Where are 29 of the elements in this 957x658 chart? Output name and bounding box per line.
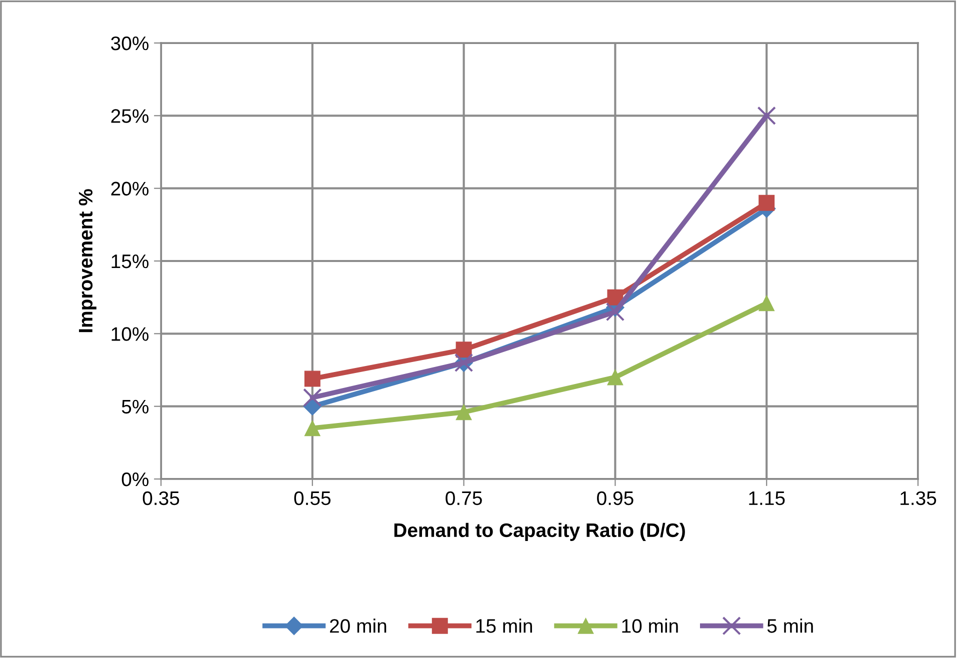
legend-label: 5 min: [767, 618, 813, 633]
point: [758, 194, 775, 211]
x-tick-label: 0.95: [597, 491, 634, 506]
y-tick-label: 30%: [111, 36, 149, 50]
point: [456, 342, 472, 358]
legend-label: 10 min: [622, 618, 678, 633]
y-tick-label: 20%: [111, 182, 149, 196]
point: [303, 388, 322, 407]
y-axis-title: Improvement %: [78, 189, 96, 332]
x-axis-title: Demand to Capacity Ratio (D/C): [394, 522, 685, 541]
point: [304, 420, 320, 436]
point: [606, 302, 625, 322]
legend-label: 15 min: [476, 618, 532, 633]
x-tick-label: 1.35: [900, 491, 936, 506]
y-tick-label: 10%: [112, 327, 149, 341]
y-tick-label: 15%: [112, 254, 149, 268]
x-tick-label: 1.15: [749, 492, 785, 506]
x-tick-label: 0.55: [294, 491, 331, 506]
point: [607, 369, 624, 386]
x-tick-label: 0.75: [446, 491, 482, 506]
point: [757, 106, 776, 126]
point: [304, 370, 320, 387]
x-tick-label: 0.35: [142, 491, 180, 506]
y-tick-label: 0%: [122, 472, 149, 486]
point: [758, 295, 775, 312]
y-tick-label: 25%: [111, 109, 149, 123]
point: [456, 404, 472, 420]
y-tick-label: 5%: [122, 400, 149, 414]
legend-label: 20 min: [330, 618, 386, 633]
